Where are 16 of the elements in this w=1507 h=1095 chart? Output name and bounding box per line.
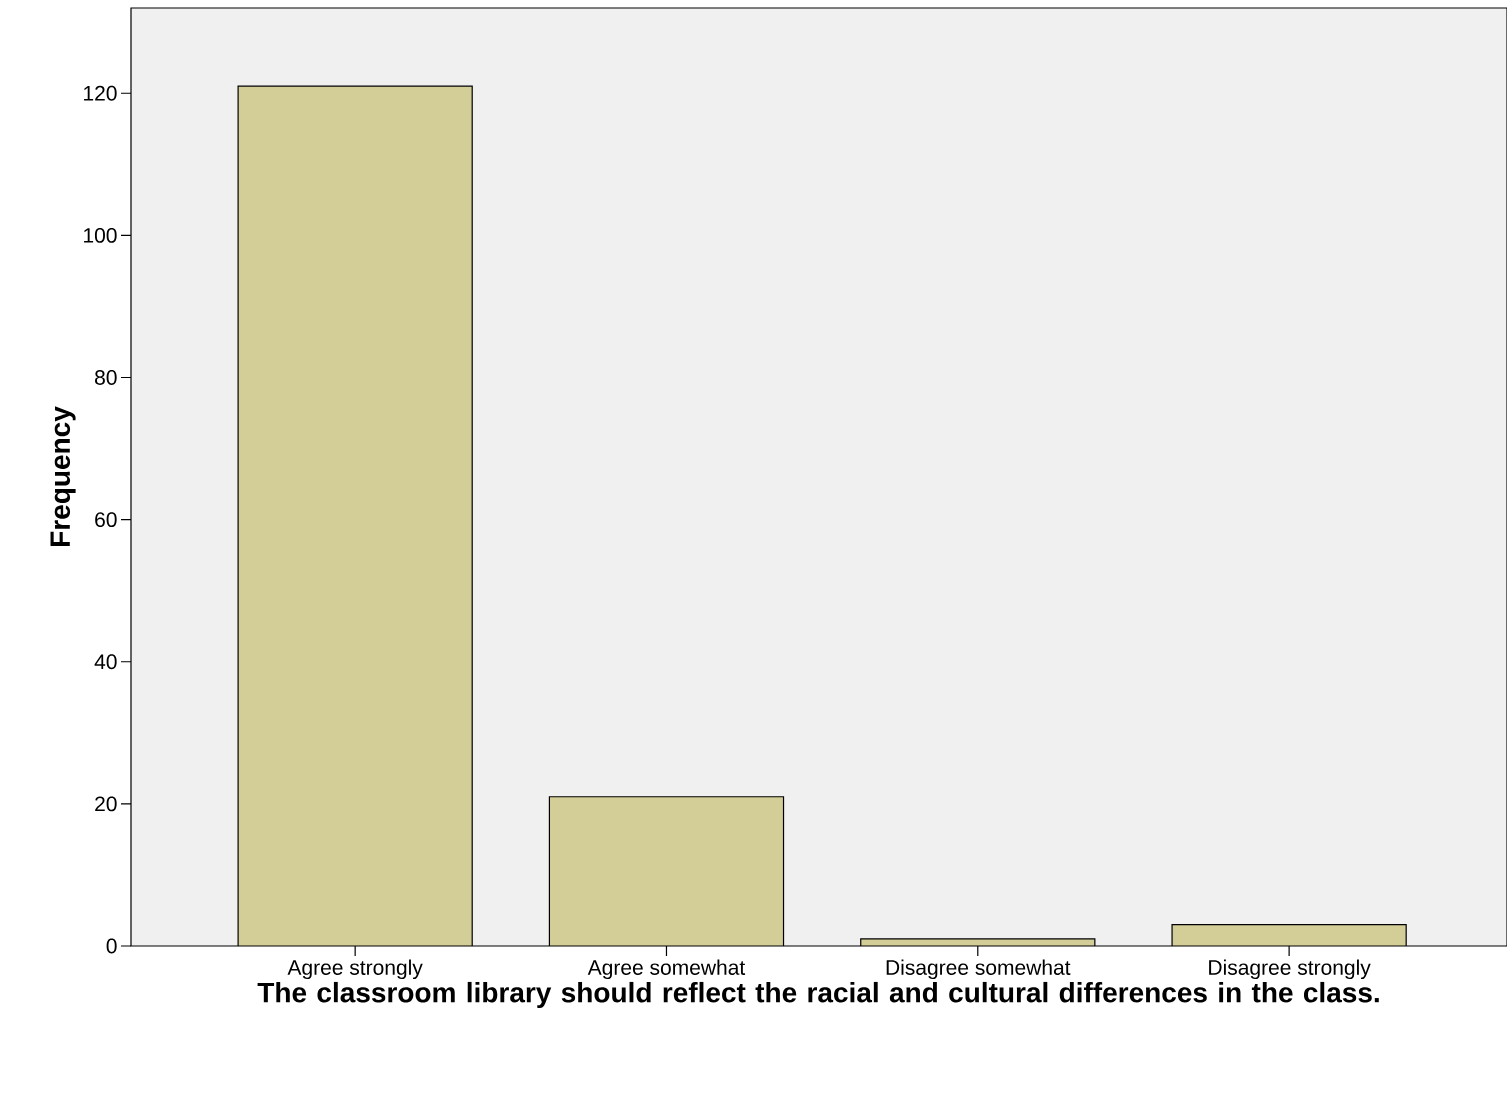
bar [549, 796, 784, 946]
y-tick-label: 0 [106, 938, 117, 954]
y-tick-label: 40 [94, 654, 117, 670]
y-tick-label: 60 [95, 512, 117, 528]
x-tick-label: Disagree somewhat [886, 959, 1071, 980]
x-axis-title: The classroom library should reflect the racial and cultural differences in the class. [257, 981, 1379, 1009]
y-axis-title: Frequency [50, 406, 76, 546]
bar [1171, 924, 1407, 946]
y-tick-label: 100 [84, 227, 117, 243]
x-tick-label: Disagree strongly [1209, 959, 1371, 980]
bar [237, 85, 473, 946]
x-tick-label: Agree strongly [287, 959, 423, 980]
y-tick-label: 120 [84, 85, 117, 101]
y-tick-label: 20 [95, 796, 117, 812]
x-tick-label: Agree somewhat [587, 959, 746, 980]
y-tick-label: 80 [95, 370, 117, 385]
